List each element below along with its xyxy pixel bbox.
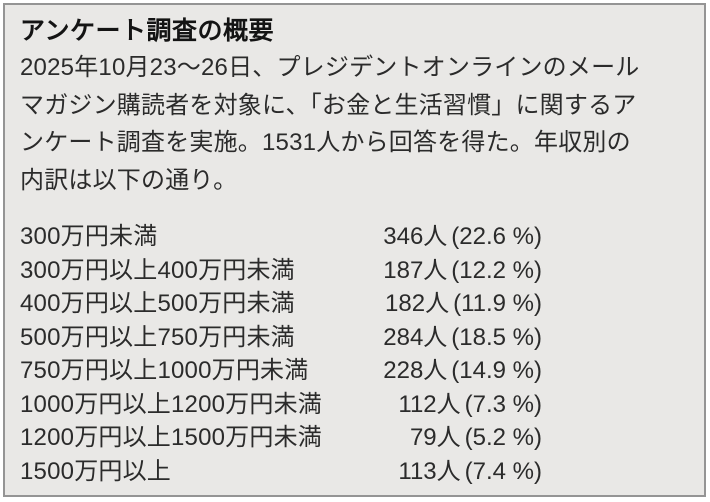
count-text: 79人 xyxy=(409,424,461,451)
income-range-label: 400万円以上500万円未満 xyxy=(20,290,295,317)
count-text: 346人 xyxy=(383,223,448,250)
percent-text: (5.2 %) xyxy=(464,424,542,451)
table-row: 300万円以上400万円未満 187人 (12.2 %) xyxy=(20,254,542,288)
income-range-label: 1200万円以上1500万円未満 xyxy=(20,424,322,451)
survey-overview-panel: アンケート調査の概要 2025年10月23〜26日、プレジデントオンラインのメー… xyxy=(3,3,706,497)
income-range-label: 300万円以上400万円未満 xyxy=(20,256,295,284)
count-text: 284人 xyxy=(383,323,448,351)
description-line: マガジン購読者を対象に、「お金と生活習慣」に関するア xyxy=(20,91,637,119)
percent-text: (14.9 %) xyxy=(451,357,542,384)
income-breakdown-table: 300万円未満 346人 (22.6 %) 300万円以上400万円未満 187… xyxy=(20,220,689,488)
percent-text: (11.9 %) xyxy=(453,290,542,317)
respondent-count-value: 284人 (18.5 %) xyxy=(383,321,542,355)
table-row: 300万円未満 346人 (22.6 %) xyxy=(20,220,542,254)
respondent-count-value: 187人 (12.2 %) xyxy=(383,254,542,288)
percent-text: (22.6 %) xyxy=(451,223,542,250)
percent-text: (18.5 %) xyxy=(451,323,542,351)
income-range-label: 500万円以上750万円未満 xyxy=(20,323,295,351)
respondent-count-value: 346人 (22.6 %) xyxy=(383,220,542,254)
respondent-count-value: 228人 (14.9 %) xyxy=(383,354,542,388)
respondent-count-value: 79人 (5.2 %) xyxy=(410,421,542,455)
count-text: 112人 xyxy=(398,390,461,418)
respondent-count-value: 182人 (11.9 %) xyxy=(385,287,542,321)
table-row: 750万円以上1000万円未満 228人 (14.9 %) xyxy=(20,354,542,388)
survey-description: 2025年10月23〜26日、プレジデントオンラインのメール マガジン購読者を対… xyxy=(20,49,689,199)
income-range-label: 750万円以上1000万円未満 xyxy=(20,357,309,384)
respondent-count-value: 113人 (7.4 %) xyxy=(398,455,542,489)
table-row: 1500万円以上 113人 (7.4 %) xyxy=(20,455,542,489)
percent-text: (7.4 %) xyxy=(464,457,542,485)
table-row: 400万円以上500万円未満 182人 (11.9 %) xyxy=(20,287,542,321)
description-line: ンケート調査を実施。1531人から回答を得た。年収別の xyxy=(20,129,631,156)
table-row: 1000万円以上1200万円未満 112人 (7.3 %) xyxy=(20,388,542,422)
count-text: 113人 xyxy=(398,457,461,485)
count-text: 182人 xyxy=(385,290,450,317)
percent-text: (12.2 %) xyxy=(451,256,542,284)
income-range-label: 300万円未満 xyxy=(20,223,158,250)
count-text: 228人 xyxy=(383,357,448,384)
percent-text: (7.3 %) xyxy=(464,390,542,418)
table-row: 1200万円以上1500万円未満 79人 (5.2 %) xyxy=(20,421,542,455)
income-range-label: 1500万円以上 xyxy=(20,457,171,485)
panel-title: アンケート調査の概要 xyxy=(20,17,275,45)
respondent-count-value: 112人 (7.3 %) xyxy=(398,388,542,422)
description-line: 内訳は以下の通り。 xyxy=(20,166,238,194)
income-range-label: 1000万円以上1200万円未満 xyxy=(20,390,322,418)
description-line: 2025年10月23〜26日、プレジデントオンラインのメール xyxy=(20,54,640,81)
table-row: 500万円以上750万円未満 284人 (18.5 %) xyxy=(20,321,542,355)
count-text: 187人 xyxy=(383,256,448,284)
